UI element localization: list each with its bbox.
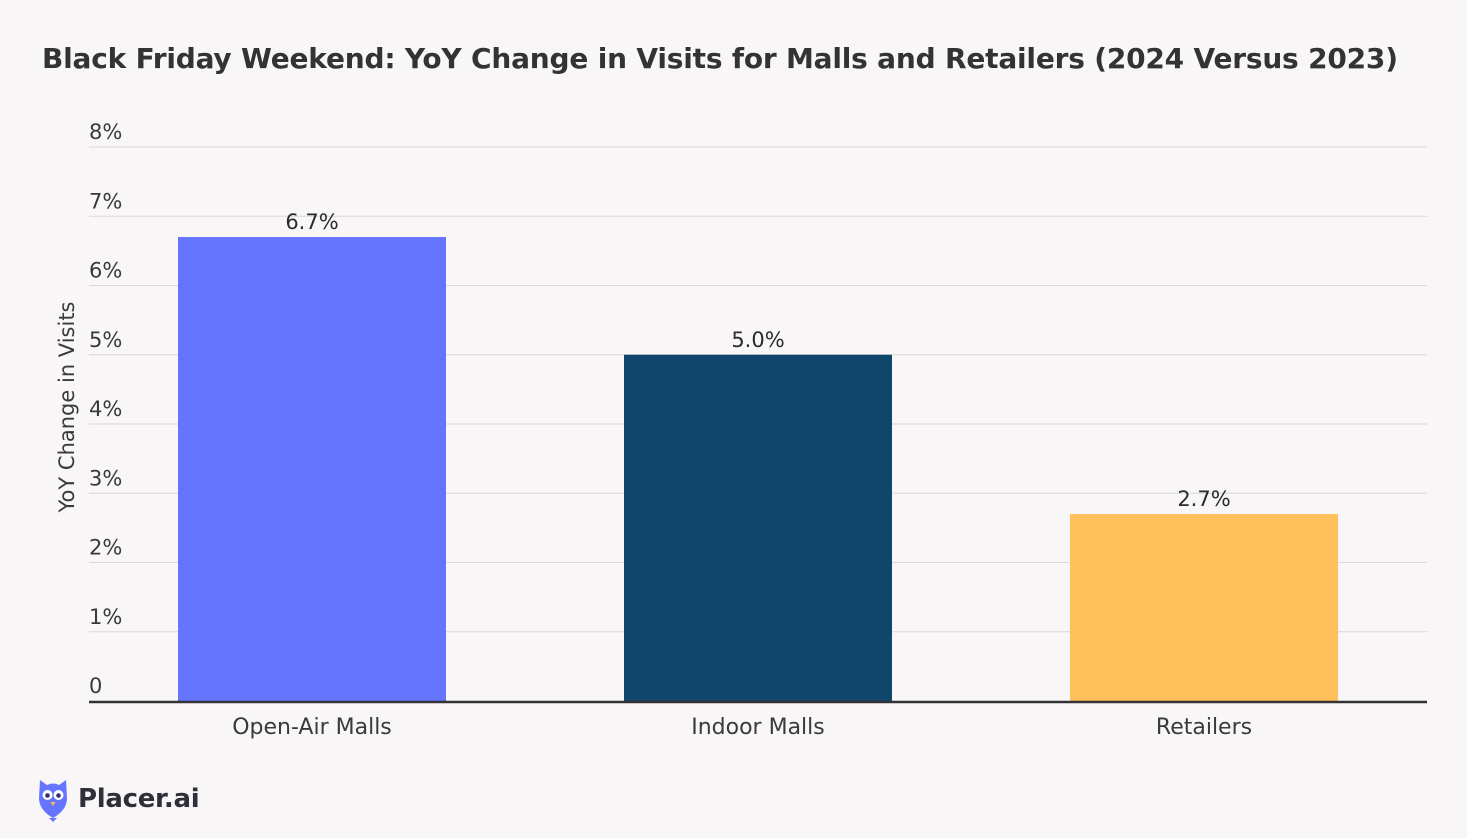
y-tick-label: 0 — [89, 674, 102, 698]
bar-value-label: 5.0% — [731, 328, 784, 352]
y-tick-label: 4% — [89, 397, 122, 421]
owl-logo-icon — [39, 780, 67, 822]
brand-name: Placer.ai — [78, 784, 200, 814]
data-labels: 6.7% 5.0% 2.7% — [285, 210, 1230, 511]
bar-chart: 0 1% 2% 3% 4% 5% 6% 7% 8% 6.7% 5.0% 2.7% Open-Air … — [55, 120, 1427, 740]
chart-title: Black Friday Weekend: YoY Change in Visi… — [42, 42, 1398, 75]
bar-value-label: 2.7% — [1177, 487, 1230, 511]
y-tick-label: 1% — [89, 605, 122, 629]
x-tick-label: Retailers — [1156, 715, 1252, 740]
y-tick-label: 7% — [89, 189, 122, 213]
bars — [178, 237, 1338, 701]
y-axis-title: YoY Change in Visits — [55, 302, 79, 514]
bar-value-label: 6.7% — [285, 210, 338, 234]
bar — [1070, 514, 1338, 701]
bar — [178, 237, 446, 701]
bar — [624, 354, 892, 701]
y-tick-label: 6% — [89, 259, 122, 283]
brand-logo: Placer.ai — [36, 776, 200, 822]
y-tick-label: 5% — [89, 328, 122, 352]
y-axis-ticks: 0 1% 2% 3% 4% 5% 6% 7% 8% — [89, 120, 122, 698]
y-tick-label: 2% — [89, 536, 122, 560]
y-tick-label: 8% — [89, 120, 122, 144]
x-axis-ticks: Open-Air Malls Indoor Malls Retailers — [232, 715, 1252, 740]
x-tick-label: Indoor Malls — [691, 715, 825, 740]
x-tick-label: Open-Air Malls — [232, 715, 392, 740]
y-tick-label: 3% — [89, 466, 122, 490]
